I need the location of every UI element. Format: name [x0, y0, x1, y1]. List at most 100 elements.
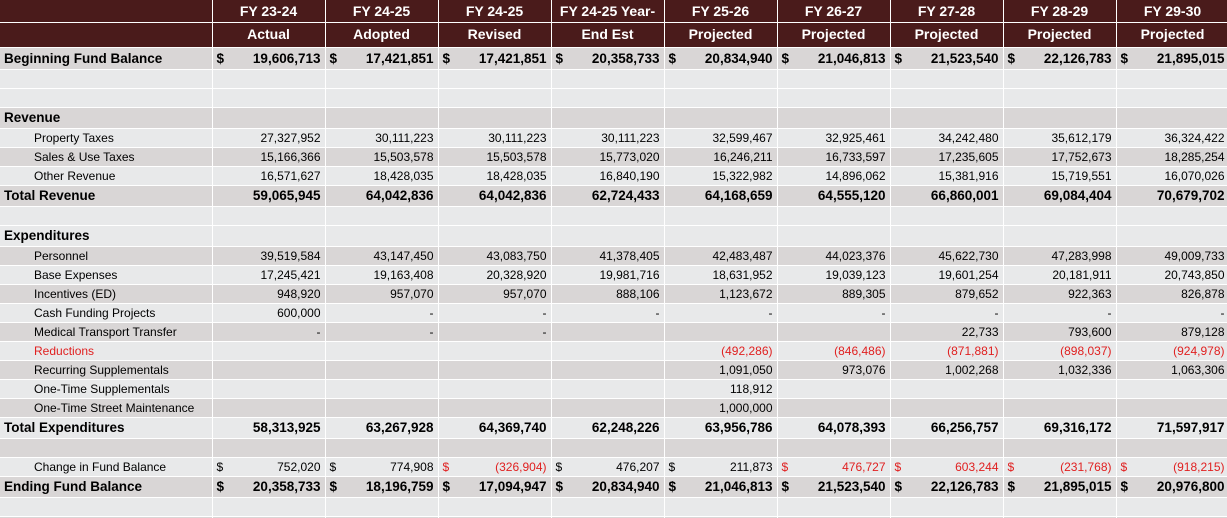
amount: 19,981,716 — [599, 268, 660, 282]
money-cell: $20,834,940 — [669, 50, 773, 68]
row-label: Base Expenses — [0, 265, 213, 285]
empty-cell — [1003, 107, 1117, 129]
empty-cell — [1116, 206, 1227, 226]
amount: 14,896,062 — [825, 169, 886, 183]
value-cell: 30,111,223 — [325, 128, 439, 148]
amount: - — [429, 306, 434, 320]
value-cell — [551, 379, 665, 399]
revenue-heading-row: Revenue — [0, 107, 1227, 129]
money-cell: $20,834,940 — [556, 478, 660, 496]
empty-cell — [551, 88, 665, 108]
spacer-row — [0, 88, 1227, 108]
empty-cell — [438, 225, 552, 247]
value-cell — [551, 398, 665, 418]
empty-cell — [325, 107, 439, 129]
value-cell: 879,652 — [890, 284, 1004, 304]
column-header-year: FY 29-30 — [1116, 0, 1227, 23]
value-cell: 26.56% — [438, 516, 552, 518]
empty-cell — [664, 497, 778, 517]
amount: 752,020 — [277, 460, 321, 474]
value-cell: (846,486) — [777, 341, 891, 361]
value-cell: 826,878 — [1116, 284, 1227, 304]
row-label: Revenue — [0, 107, 213, 129]
amount: 71,597,917 — [1156, 420, 1225, 435]
change-fund-balance-row: Change in Fund Balance $752,020 $774,908 $(… — [0, 457, 1227, 477]
empty-cell — [438, 69, 552, 89]
value-cell: 64,078,393 — [777, 417, 891, 439]
column-header-type: Actual — [212, 22, 326, 48]
amount: 17,245,421 — [260, 268, 321, 282]
amount: 20,743,850 — [1164, 268, 1225, 282]
value-cell — [212, 341, 326, 361]
value-cell: 64,555,120 — [777, 185, 891, 207]
empty-cell — [551, 69, 665, 89]
money-cell: $18,196,759 — [330, 478, 434, 496]
value-cell — [777, 322, 891, 342]
amount: 1,002,268 — [945, 363, 999, 377]
value-cell: 34,242,480 — [890, 128, 1004, 148]
value-cell: 32,925,461 — [777, 128, 891, 148]
currency-symbol: $ — [1007, 50, 1016, 66]
amount: 476,727 — [842, 460, 886, 474]
amount: 118,912 — [730, 382, 773, 396]
value-cell: 20,181,911 — [1003, 265, 1117, 285]
amount: 58,313,925 — [252, 420, 321, 435]
amount: 1,000,000 — [719, 401, 773, 415]
expenditures-heading-row: Expenditures — [0, 225, 1227, 247]
value-cell: 18,428,035 — [325, 166, 439, 186]
amount: 17,235,605 — [938, 150, 999, 164]
row-label: One-Time Street Maintenance — [0, 398, 213, 418]
empty-cell — [777, 69, 891, 89]
amount: 1,032,336 — [1058, 363, 1112, 377]
amount: 64,042,836 — [365, 188, 434, 203]
value-cell: - — [890, 303, 1004, 323]
amount: 603,244 — [955, 460, 999, 474]
value-cell: 20,743,850 — [1116, 265, 1227, 285]
value-cell: 66,256,757 — [890, 417, 1004, 439]
revenue-line-row: Property Taxes 27,327,952 30,111,223 30,111… — [0, 128, 1227, 148]
empty-cell — [212, 107, 326, 129]
currency-symbol: $ — [555, 50, 564, 66]
empty-cell — [890, 107, 1004, 129]
value-cell: 69,316,172 — [1003, 417, 1117, 439]
value-cell: 64,042,836 — [438, 185, 552, 207]
empty-cell — [890, 225, 1004, 247]
spacer-row — [0, 69, 1227, 89]
value-cell — [890, 398, 1004, 418]
value-cell: 16,840,190 — [551, 166, 665, 186]
money-cell: $20,358,733 — [217, 478, 321, 496]
empty-cell — [438, 107, 552, 129]
currency-symbol: $ — [216, 479, 225, 494]
value-cell: 30,111,223 — [551, 128, 665, 148]
header-row-2: Actual Adopted Revised End Est Projected Proj… — [0, 22, 1227, 48]
amount: 47,283,998 — [1051, 249, 1112, 263]
currency-symbol: $ — [668, 50, 677, 66]
value-cell: 58,313,925 — [212, 417, 326, 439]
value-cell: 66,860,001 — [890, 185, 1004, 207]
value-cell: 957,070 — [438, 284, 552, 304]
amount: 27,327,952 — [260, 131, 321, 145]
value-cell: 32.91% — [664, 516, 778, 518]
value-cell: 16,571,627 — [212, 166, 326, 186]
empty-cell — [551, 107, 665, 129]
money-cell: $19,606,713 — [217, 50, 321, 68]
amount: 957,070 — [390, 287, 434, 301]
value-cell: $20,976,800 — [1116, 476, 1227, 498]
value-cell: 31.59% — [1003, 516, 1117, 518]
empty-cell — [890, 206, 1004, 226]
amount: 64,168,659 — [704, 188, 773, 203]
amount: 18,631,952 — [712, 268, 773, 282]
value-cell: 70,679,702 — [1116, 185, 1227, 207]
amount: 17,094,947 — [478, 479, 547, 494]
amount: 69,084,404 — [1043, 188, 1112, 203]
empty-cell — [212, 225, 326, 247]
currency-symbol: $ — [442, 50, 451, 66]
amount: 19,039,123 — [825, 268, 886, 282]
value-cell: 16,246,211 — [664, 147, 778, 167]
value-cell: - — [664, 303, 778, 323]
value-cell: - — [551, 303, 665, 323]
value-cell: 63,267,928 — [325, 417, 439, 439]
empty-cell — [212, 88, 326, 108]
amount: 21,046,813 — [817, 50, 886, 66]
value-cell: 15,166,366 — [212, 147, 326, 167]
